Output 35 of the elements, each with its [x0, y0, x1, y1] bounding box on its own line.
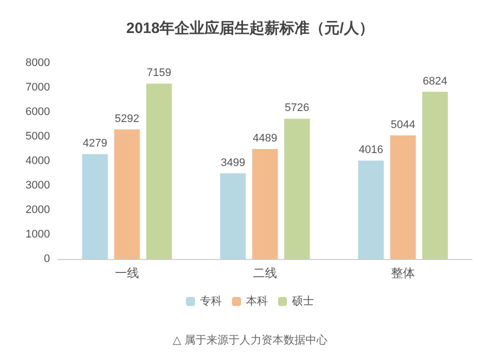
y-tick-label: 3000	[26, 180, 50, 192]
y-tick-label: 4000	[26, 155, 50, 167]
bar	[358, 160, 384, 259]
bar	[146, 84, 172, 259]
y-tick-label: 6000	[26, 106, 50, 118]
y-tick-label: 2000	[26, 204, 50, 216]
text: △ 属于来源于人力资本数据中心	[172, 334, 328, 346]
x-tick-label: 整体	[391, 266, 415, 280]
y-tick-label: 7000	[26, 82, 50, 94]
legend-label: 本科	[246, 294, 268, 308]
data-label: 6824	[422, 75, 448, 88]
bar	[284, 118, 310, 259]
x-tick-label: 一线	[115, 266, 139, 280]
data-label: 5292	[114, 112, 140, 125]
legend-label: 专科	[200, 294, 222, 308]
data-label: 4489	[252, 132, 278, 145]
data-label: 5044	[390, 118, 416, 131]
bar	[422, 92, 448, 259]
data-label: 5726	[284, 102, 310, 114]
x-tick-label: 二线	[253, 266, 277, 280]
chart-title: 2018年企业应届生起薪标准（元/人）	[126, 19, 374, 37]
bar	[114, 129, 140, 259]
bar	[82, 154, 108, 259]
y-tick-label: 0	[44, 253, 50, 265]
data-label: 4279	[82, 138, 108, 150]
bar	[252, 149, 278, 259]
bar	[220, 173, 246, 259]
legend-label: 硕士	[291, 294, 314, 308]
bar	[390, 135, 416, 259]
data-label: 3499	[220, 156, 246, 169]
y-tick-label: 1000	[26, 228, 50, 240]
data-label: 7159	[146, 67, 172, 80]
y-tick-label: 8000	[26, 57, 50, 69]
data-label: 4016	[358, 144, 384, 156]
y-tick-label: 5000	[26, 130, 50, 142]
